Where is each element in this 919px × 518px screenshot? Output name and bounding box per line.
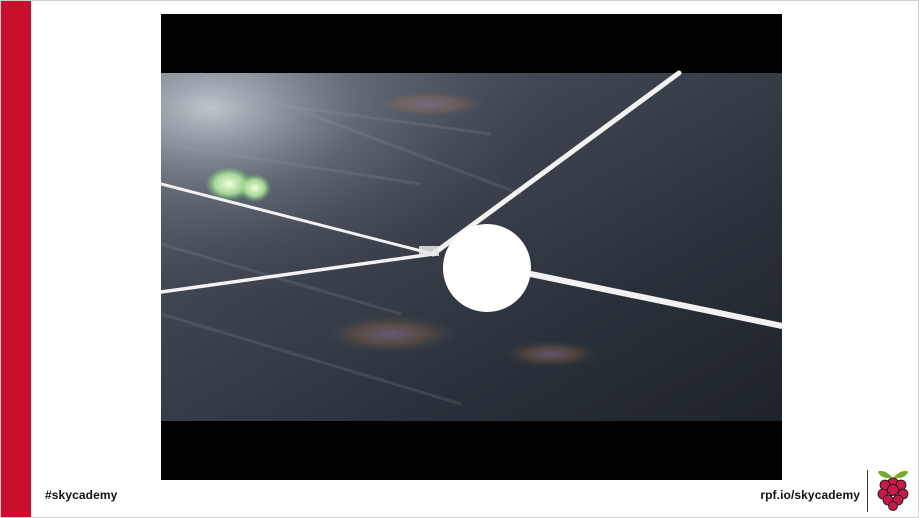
footer-hashtag: #skycademy <box>45 488 118 502</box>
accent-side-bar <box>1 1 31 517</box>
overexposed-object <box>443 224 531 312</box>
footer-url[interactable]: rpf.io/skycademy <box>760 488 860 502</box>
footer-divider <box>867 470 868 512</box>
video-frame <box>161 14 782 480</box>
balloon-lines <box>161 70 782 329</box>
raspberry-pi-logo-icon <box>877 470 909 511</box>
sky-camera-image <box>161 70 782 421</box>
